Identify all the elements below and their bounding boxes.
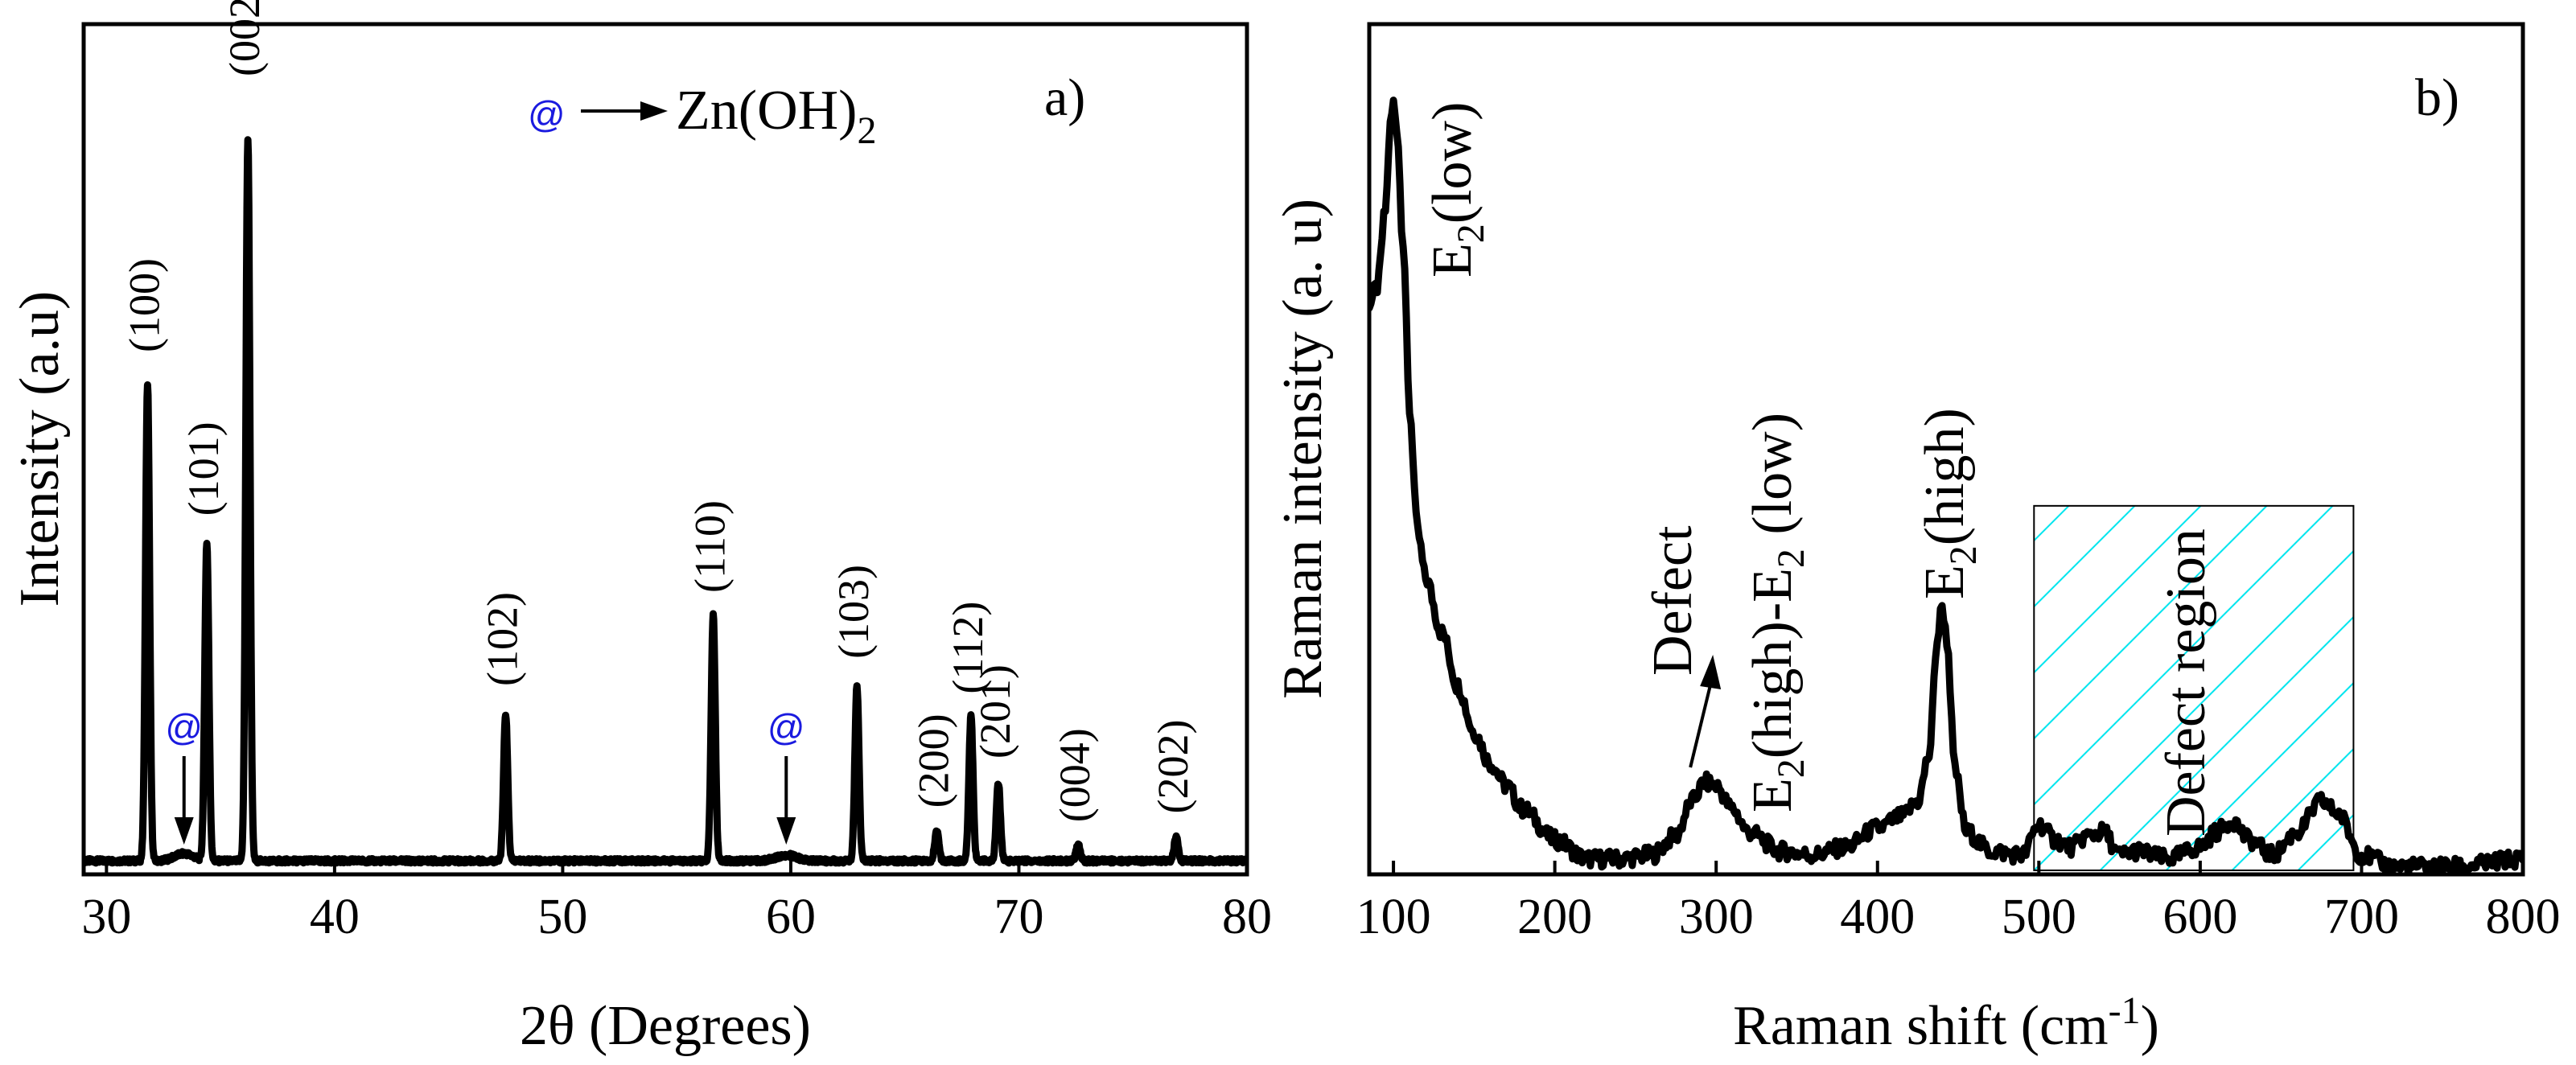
peak-label: (101) bbox=[179, 421, 228, 516]
arrow-up-icon bbox=[1700, 654, 1722, 689]
panel-b-mode-labels: E2(low) Defect E2(high)-E2 (low) E2(high) De… bbox=[1422, 102, 2217, 837]
peak-label: (002) bbox=[220, 0, 269, 76]
mode-label: E2(low) bbox=[1422, 102, 1492, 278]
x-tick-label: 70 bbox=[994, 890, 1043, 944]
mode-label: Defect region bbox=[2155, 528, 2217, 837]
legend-text: Zn(OH)2 bbox=[676, 80, 876, 152]
panel-a-x-axis: 30 40 50 60 70 80 bbox=[81, 861, 1272, 944]
peak-label: (102) bbox=[479, 592, 527, 686]
panel-a-peak-labels: (100) (101) (002) (102) (110) (103) (200) (112)… bbox=[120, 0, 1197, 822]
mode-label: E2(high) bbox=[1914, 408, 1985, 599]
peak-label: (103) bbox=[829, 565, 878, 659]
peak-label: (200) bbox=[909, 713, 957, 808]
panel-a-frame bbox=[81, 22, 1249, 877]
raman-spectrum-line bbox=[1369, 97, 2523, 874]
x-tick-label: 80 bbox=[1222, 890, 1272, 944]
panel-b-frame bbox=[1367, 22, 2525, 877]
peak-label: (112) bbox=[944, 602, 992, 694]
mode-label: E2(high)-E2 (low) bbox=[1742, 413, 1813, 812]
x-tick-label: 500 bbox=[2002, 890, 2076, 944]
x-tick-label: 30 bbox=[81, 890, 131, 944]
peak-label: (201) bbox=[971, 664, 1019, 759]
x-tick-label: 40 bbox=[310, 890, 360, 944]
peak-label: (110) bbox=[686, 500, 735, 593]
panel-a-x-title: 2θ (Degrees) bbox=[520, 995, 811, 1057]
peak-label: (004) bbox=[1051, 728, 1099, 822]
peak-label: (202) bbox=[1149, 720, 1197, 814]
panel-b-trace-group bbox=[1369, 97, 2523, 874]
x-tick-label: 600 bbox=[2162, 890, 2237, 944]
legend-zn-oh2: @ Zn(OH)2 bbox=[528, 80, 876, 152]
x-tick-label: 700 bbox=[2324, 890, 2399, 944]
defect-region-box bbox=[2033, 504, 2355, 871]
zn-oh2-marker-symbol: @ bbox=[767, 706, 805, 748]
x-tick-label: 200 bbox=[1517, 890, 1592, 944]
mode-label: Defect bbox=[1642, 525, 1704, 676]
x-tick-label: 300 bbox=[1679, 890, 1754, 944]
panel-a-y-title: Intensity (a.u) bbox=[9, 291, 71, 607]
legend-at-symbol: @ bbox=[528, 93, 566, 135]
x-tick-label: 800 bbox=[2486, 890, 2561, 944]
panel-a-label: a) bbox=[1044, 68, 1085, 127]
panel-b-y-title: Raman intensity (a. u) bbox=[1272, 199, 1334, 699]
legend-arrow-head-icon bbox=[640, 101, 668, 121]
panel-a-trace-group bbox=[84, 136, 1247, 867]
arrow-down-icon bbox=[174, 817, 194, 845]
x-tick-label: 60 bbox=[766, 890, 816, 944]
panel-b-x-title: Raman shift (cm-1) bbox=[1733, 989, 2159, 1057]
defect-arrow-line bbox=[1689, 684, 1713, 768]
x-tick-label: 100 bbox=[1356, 890, 1431, 944]
zn-oh2-marker-symbol: @ bbox=[165, 706, 203, 748]
peak-label: (100) bbox=[120, 258, 168, 352]
x-tick-label: 50 bbox=[537, 890, 587, 944]
panel-b-label: b) bbox=[2415, 68, 2459, 127]
xrd-pattern-line bbox=[84, 136, 1247, 867]
arrow-down-icon bbox=[776, 817, 796, 845]
panel-b-raman: 100 200 300 400 500 600 700 800 b) Raman shift … bbox=[1272, 22, 2561, 1057]
x-tick-label: 400 bbox=[1840, 890, 1915, 944]
panel-b-x-axis: 100 200 300 400 500 600 700 800 bbox=[1356, 861, 2561, 944]
panel-a-xrd: 30 40 50 60 70 80 (100)(101)(002)(102)(110)(1… bbox=[9, 0, 1272, 1057]
panel-a-annotations: @ @ bbox=[165, 706, 805, 845]
